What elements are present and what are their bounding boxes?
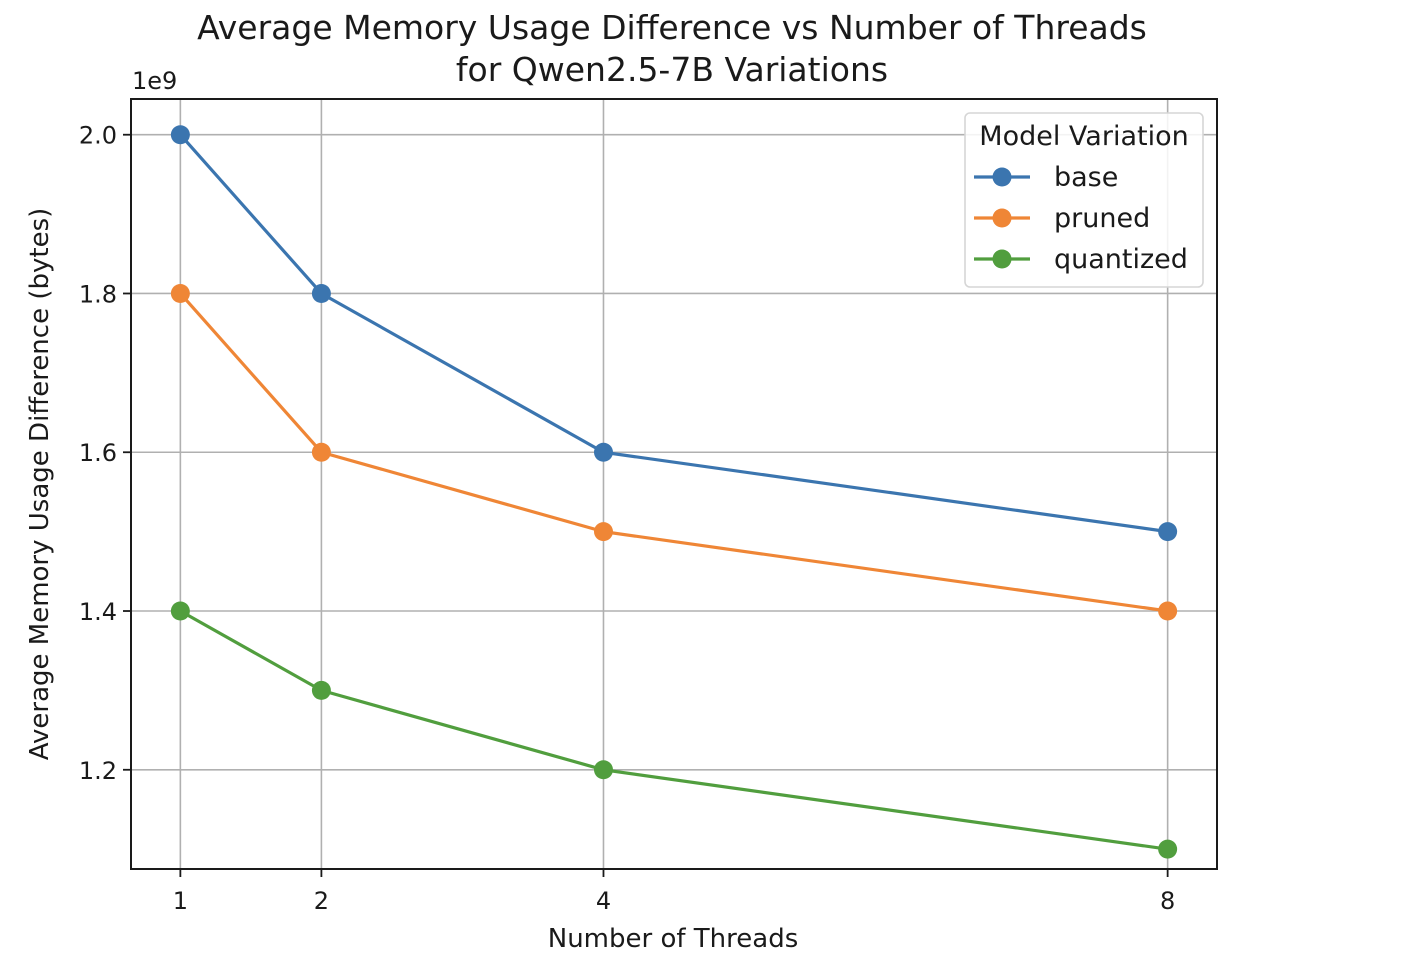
legend: Model Variation base pruned quantized [964, 112, 1204, 288]
x-tick-label-2: 2 [314, 887, 329, 915]
legend-item-base: base [974, 162, 1118, 193]
chart-title-line-2: for Qwen2.5-7B Variations [456, 50, 888, 89]
series-base [170, 125, 1178, 542]
data-point-base-8 [1158, 522, 1178, 542]
x-tick-label-4: 4 [596, 887, 611, 915]
y-tick-label-4: 2.0 [79, 122, 117, 150]
data-point-quantized-2 [311, 680, 331, 700]
data-point-quantized-8 [1158, 839, 1178, 859]
data-point-pruned-8 [1158, 601, 1178, 621]
data-point-pruned-2 [311, 442, 331, 462]
data-point-quantized-4 [593, 760, 613, 780]
x-tick-label-1: 1 [173, 887, 188, 915]
y-tick-label-1: 1.4 [79, 598, 117, 626]
data-point-pruned-4 [593, 522, 613, 542]
legend-label-base: base [1054, 162, 1118, 193]
y-tick-label-0: 1.2 [79, 757, 117, 785]
data-point-quantized-1 [170, 601, 190, 621]
series-line-pruned [178, 291, 1170, 613]
axis-ticks: 1 2 4 8 1.2 1.4 1.6 1.8 2.0 [79, 122, 1175, 915]
data-point-base-1 [170, 125, 190, 145]
y-tick-label-2: 1.6 [79, 439, 117, 467]
x-tick-label-8: 8 [1160, 887, 1175, 915]
y-axis-label: Average Memory Usage Difference (bytes) [25, 208, 55, 761]
legend-marker-quantized [992, 249, 1012, 269]
legend-item-pruned: pruned [974, 203, 1150, 234]
legend-box [964, 112, 1204, 288]
data-point-pruned-1 [170, 283, 190, 303]
legend-label-pruned: pruned [1054, 203, 1150, 234]
series-quantized [170, 601, 1178, 859]
series-line-quantized [178, 609, 1170, 851]
data-point-base-4 [593, 442, 613, 462]
legend-marker-pruned [992, 208, 1012, 228]
legend-marker-base [992, 167, 1012, 187]
y-tick-label-3: 1.8 [79, 280, 117, 308]
series-line-base [178, 133, 1170, 534]
data-point-base-2 [311, 283, 331, 303]
series-lines [170, 125, 1178, 859]
legend-item-quantized: quantized [974, 244, 1188, 275]
legend-label-quantized: quantized [1054, 244, 1188, 275]
legend-title: Model Variation [979, 121, 1188, 152]
chart-title-line-1: Average Memory Usage Difference vs Numbe… [197, 8, 1147, 47]
plot-area-frame [130, 98, 1218, 870]
x-axis-label: Number of Threads [548, 924, 799, 954]
y-axis-offset-text: 1e9 [132, 67, 177, 95]
series-pruned [170, 283, 1178, 621]
